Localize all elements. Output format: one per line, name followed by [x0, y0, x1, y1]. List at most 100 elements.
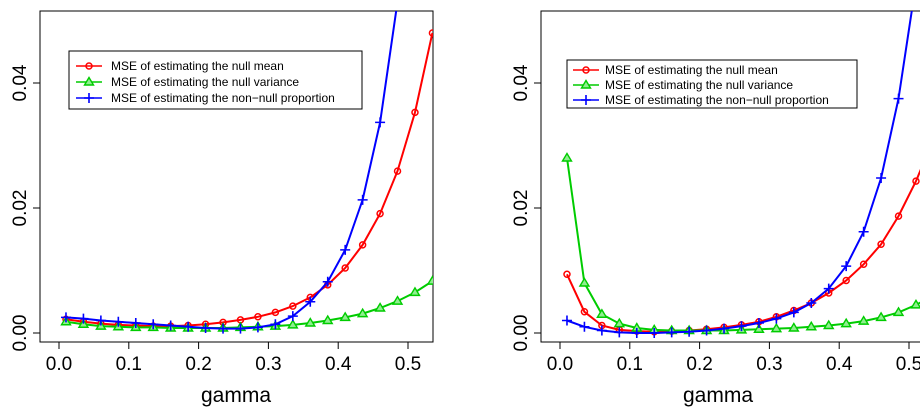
y-tick-label: 0.02: [10, 190, 31, 227]
legend-label: MSE of estimating the null variance: [111, 75, 299, 89]
data-point-triangle: [892, 306, 905, 317]
plot-frame: [540, 10, 920, 343]
legend-marker-triangle: [580, 79, 592, 89]
plot-frame: [39, 10, 434, 343]
legend-label: MSE of estimating the null mean: [111, 59, 284, 73]
data-point-plus: [579, 321, 590, 332]
data-point-triangle: [788, 322, 800, 332]
x-axis-label: gamma: [683, 384, 753, 407]
legend-label: MSE of estimating the null variance: [605, 78, 793, 92]
legend-item-null-variance: MSE of estimating the null variance: [76, 75, 299, 89]
data-point-plus: [130, 318, 141, 328]
data-point-circle: [289, 302, 297, 310]
data-point-triangle: [840, 317, 852, 328]
legend-item-non-null-proportion: MSE of estimating the non−null proportio…: [573, 93, 829, 107]
data-point-plus: [357, 194, 368, 205]
legend-label: MSE of estimating the null mean: [605, 63, 778, 77]
legend-label: MSE of estimating the non−null proportio…: [111, 91, 335, 105]
legend-marker-circle: [85, 62, 93, 70]
data-point-plus: [666, 327, 677, 338]
data-point-plus: [753, 318, 764, 328]
data-point-triangle: [578, 277, 591, 287]
data-point-circle: [912, 177, 920, 185]
data-point-circle: [358, 241, 367, 249]
series: [563, 168, 920, 336]
data-point-triangle: [875, 311, 887, 322]
data-point-plus: [218, 323, 229, 334]
series-layer: [561, 11, 920, 338]
data-point-plus: [701, 325, 712, 336]
data-point-triangle: [561, 152, 573, 162]
data-point-plus: [183, 321, 194, 332]
data-point-triangle: [391, 295, 404, 305]
left-chart: 0.0 0.1 0.2 0.3 0.4 0.5 0.00 0.02 0.04 gamma MSE…: [10, 10, 434, 407]
data-point-circle: [341, 264, 349, 272]
x-tick-label: 0.1: [617, 354, 643, 375]
series-line: [65, 32, 433, 328]
data-point-plus: [631, 328, 642, 338]
data-point-circle: [894, 212, 903, 220]
right-chart: 0.0 0.1 0.2 0.3 0.4 0.5 0.00 0.02 0.04 gamma MSE…: [511, 10, 920, 407]
legend-marker-plus: [581, 95, 591, 105]
data-point-plus: [684, 326, 695, 337]
data-point-triangle: [857, 315, 870, 325]
data-point-circle: [859, 260, 868, 268]
data-point-circle: [842, 276, 850, 285]
x-axis-label: gamma: [201, 384, 271, 407]
data-point-circle: [254, 313, 262, 321]
data-point-plus: [95, 315, 106, 326]
data-point-triangle: [910, 299, 920, 309]
legend-box: [68, 50, 363, 110]
axes-layer: 0.0 0.1 0.2 0.3 0.4 0.5 0.00 0.02 0.04: [511, 64, 920, 375]
data-point-circle: [411, 108, 419, 117]
data-point-circle: [428, 29, 433, 37]
y-tick-label: 0.00: [10, 315, 31, 352]
data-point-plus: [287, 311, 298, 322]
data-point-triangle: [321, 314, 334, 325]
series-line: [566, 157, 920, 332]
legend: MSE of estimating the null mean MSE of e…: [68, 50, 363, 110]
data-point-plus: [876, 173, 887, 183]
data-point-plus: [736, 321, 747, 332]
data-point-plus: [322, 276, 333, 287]
series: [561, 11, 913, 338]
data-point-plus: [823, 283, 834, 294]
data-point-plus: [788, 307, 799, 318]
y-tick-label: 0.02: [511, 190, 532, 227]
x-tick-label: 0.1: [116, 354, 142, 375]
data-point-triangle: [304, 317, 317, 327]
data-point-plus: [858, 226, 869, 237]
legend: MSE of estimating the null mean MSE of e…: [566, 59, 858, 109]
data-point-plus: [561, 315, 572, 326]
data-point-circle: [580, 308, 589, 316]
x-tick-label: 0.5: [896, 354, 920, 375]
legend-marker-circle: [582, 66, 590, 74]
data-point-triangle: [339, 311, 351, 322]
series-line: [566, 11, 913, 334]
data-point-plus: [614, 327, 625, 338]
x-tick-label: 0.4: [325, 354, 352, 375]
x-tick-label: 0.2: [686, 354, 712, 375]
x-tick-label: 0.3: [255, 354, 281, 375]
legend-item-null-mean: MSE of estimating the null mean: [573, 63, 778, 77]
legend-marker-plus: [84, 93, 94, 103]
data-point-plus: [340, 244, 351, 255]
data-point-triangle: [613, 317, 626, 328]
data-point-plus: [148, 319, 159, 330]
data-point-plus: [113, 316, 124, 327]
data-point-plus: [60, 312, 71, 323]
data-point-plus: [841, 261, 852, 272]
data-point-circle: [563, 270, 571, 278]
data-point-circle: [376, 209, 384, 218]
x-tick-label: 0.0: [547, 354, 573, 375]
axes-layer: 0.0 0.1 0.2 0.3 0.4 0.5 0.00 0.02 0.04: [10, 64, 421, 375]
data-point-plus: [893, 93, 904, 104]
series-line: [65, 11, 398, 330]
data-point-circle: [393, 167, 402, 175]
series-line: [566, 168, 920, 333]
data-point-plus: [235, 323, 246, 334]
data-point-triangle: [409, 286, 421, 297]
data-point-plus: [270, 319, 281, 330]
data-point-circle: [271, 308, 280, 317]
